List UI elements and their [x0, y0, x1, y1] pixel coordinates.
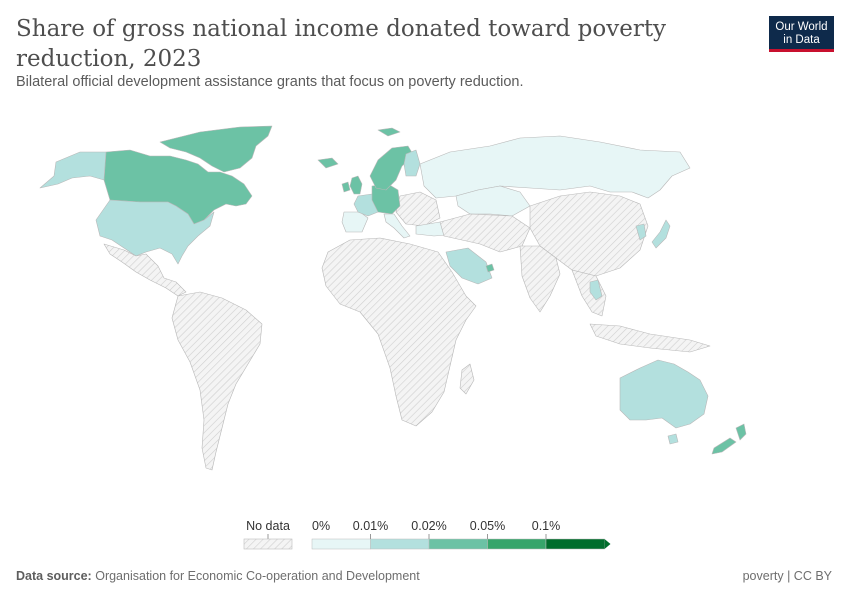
region-greenland[interactable] [159, 125, 273, 173]
legend-bin-label: 0.02% [411, 519, 446, 533]
data-source: Data source: Organisation for Economic C… [16, 569, 420, 583]
region-uae[interactable] [485, 263, 495, 273]
chart-subtitle: Bilateral official development assistanc… [16, 74, 524, 90]
logo-line-1: Our World [775, 21, 828, 33]
region-svalbard[interactable] [377, 127, 401, 137]
region-madagascar[interactable] [459, 363, 475, 395]
region-eastern-europe[interactable] [395, 191, 441, 227]
region-italy[interactable] [383, 213, 411, 239]
legend-bin-label: 0% [312, 519, 330, 533]
region-mexico-central-america[interactable] [103, 243, 187, 297]
region-saudi-arabia[interactable] [445, 247, 493, 285]
legend-bins: 0% 0.01% 0.02% 0.05% 0.1% [311, 519, 611, 550]
data-source-label: Data source: [16, 569, 92, 583]
world-map [39, 125, 747, 471]
region-middle-east[interactable] [439, 213, 531, 253]
region-thailand[interactable] [589, 279, 603, 301]
legend-bin-swatch[interactable] [428, 538, 488, 550]
region-ireland[interactable] [341, 181, 351, 193]
legend-bin-swatch[interactable] [311, 538, 371, 550]
legend-arrow-tip [604, 539, 611, 549]
legend-bin-label: 0.1% [532, 519, 561, 533]
region-india[interactable] [519, 245, 561, 313]
region-indonesia[interactable] [589, 323, 711, 353]
region-united-states[interactable] [95, 199, 215, 265]
map-legend: No data 0% 0.01% 0.02% 0.05% 0.1% [243, 519, 611, 550]
region-tasmania[interactable] [667, 433, 679, 445]
region-iceland[interactable] [317, 157, 339, 169]
legend-bin-swatch[interactable] [545, 538, 605, 550]
chart-title: Share of gross national income donated t… [16, 16, 667, 72]
region-alaska[interactable] [39, 151, 107, 189]
legend-no-data-label: No data [246, 519, 290, 533]
region-south-america[interactable] [171, 291, 263, 471]
footer-license[interactable]: poverty | CC BY [742, 569, 832, 583]
region-kazakhstan[interactable] [455, 185, 531, 217]
region-japan[interactable] [651, 219, 671, 249]
legend-bin-swatch[interactable] [370, 538, 430, 550]
region-russia[interactable] [419, 135, 691, 199]
legend-bin-label: 0.01% [353, 519, 388, 533]
region-korea[interactable] [635, 223, 647, 241]
legend-bin-label: 0.05% [470, 519, 505, 533]
region-africa[interactable] [321, 237, 477, 427]
region-spain[interactable] [341, 211, 369, 233]
region-australia[interactable] [619, 359, 709, 429]
region-new-zealand[interactable] [711, 423, 747, 455]
logo-line-2: in Data [783, 34, 820, 46]
region-united-kingdom[interactable] [349, 175, 363, 195]
owid-logo[interactable]: Our World in Data [769, 16, 834, 52]
data-source-text[interactable]: Organisation for Economic Co-operation a… [95, 569, 420, 583]
region-finland[interactable] [403, 149, 421, 177]
legend-bin-swatch[interactable] [487, 538, 547, 550]
legend-no-data-swatch [243, 538, 293, 550]
